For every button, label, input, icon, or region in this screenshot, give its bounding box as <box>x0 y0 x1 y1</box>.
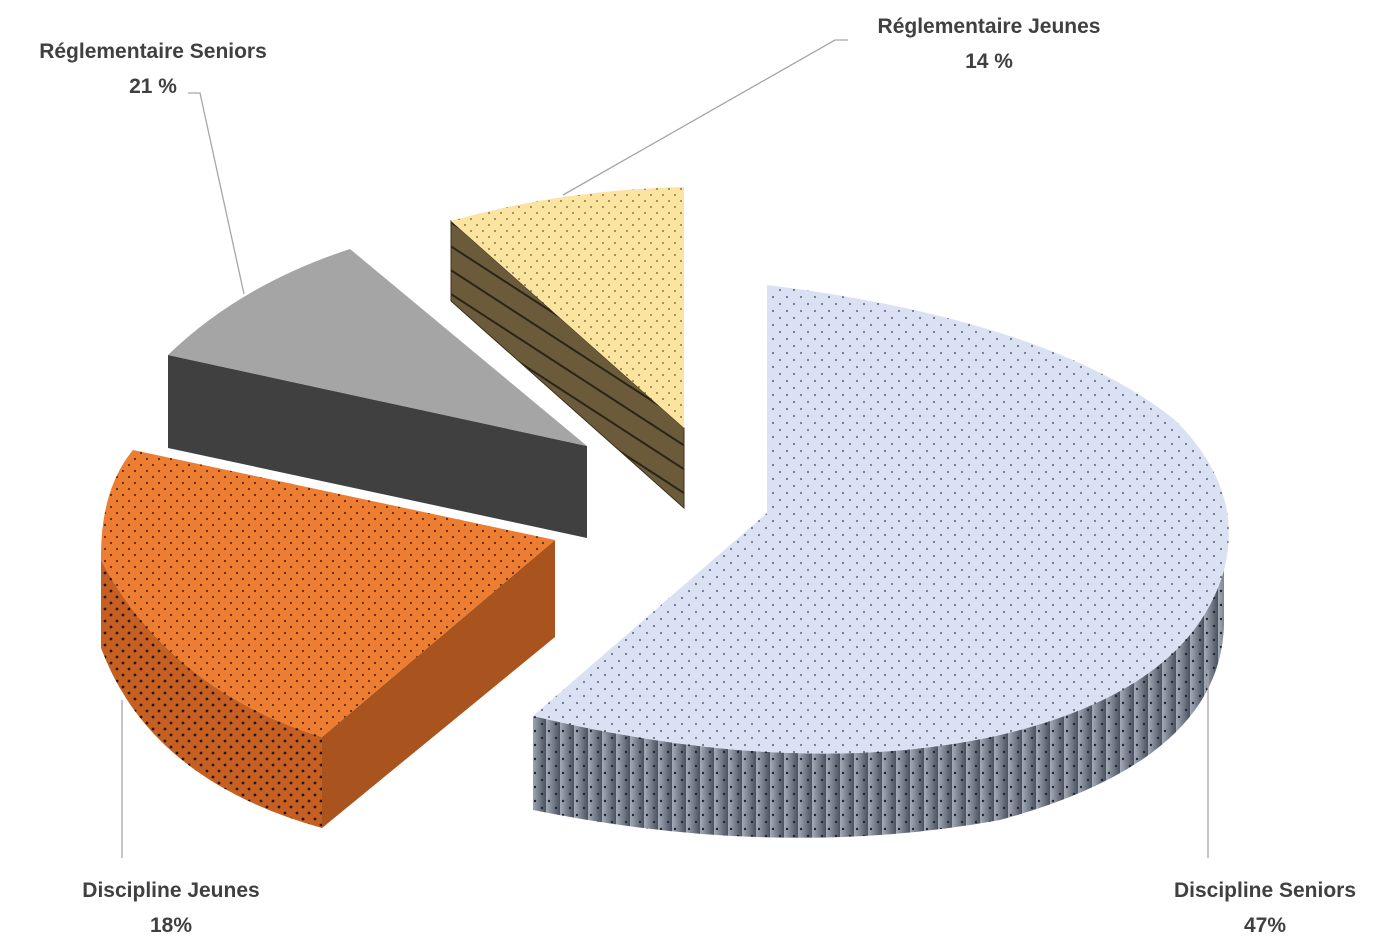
slice-reglementaire-seniors <box>168 249 587 538</box>
label-discipline-jeunes-value: 18% <box>150 914 192 937</box>
label-discipline-seniors-name: Discipline Seniors <box>1174 879 1356 902</box>
leader-line-reglementaire-jeunes <box>562 39 848 196</box>
slice-side-outer <box>533 570 1224 838</box>
slice-side-outer <box>101 560 322 828</box>
slice-side-cut <box>322 540 555 828</box>
slice-top <box>100 450 556 737</box>
slice-side <box>450 219 685 510</box>
label-reglementaire-seniors-name: Réglementaire Seniors <box>39 40 267 63</box>
slice-side <box>168 355 587 538</box>
slice-reglementaire-jeunes <box>450 187 685 510</box>
label-discipline-jeunes-name: Discipline Jeunes <box>82 879 259 902</box>
leader-lines <box>121 39 1209 858</box>
slice-top <box>168 249 587 446</box>
slice-discipline-jeunes <box>100 450 556 828</box>
slice-top <box>533 285 1229 754</box>
slice-discipline-seniors <box>533 285 1229 838</box>
data-labels: Réglementaire Jeunes 14 % Réglementaire … <box>39 15 1356 937</box>
leader-line-reglementaire-seniors <box>188 92 245 295</box>
label-reglementaire-seniors-value: 21 % <box>129 75 177 98</box>
label-reglementaire-jeunes-name: Réglementaire Jeunes <box>878 15 1101 38</box>
label-discipline-seniors-value: 47% <box>1244 914 1286 937</box>
label-reglementaire-jeunes-value: 14 % <box>965 50 1013 73</box>
slice-top <box>451 187 684 428</box>
